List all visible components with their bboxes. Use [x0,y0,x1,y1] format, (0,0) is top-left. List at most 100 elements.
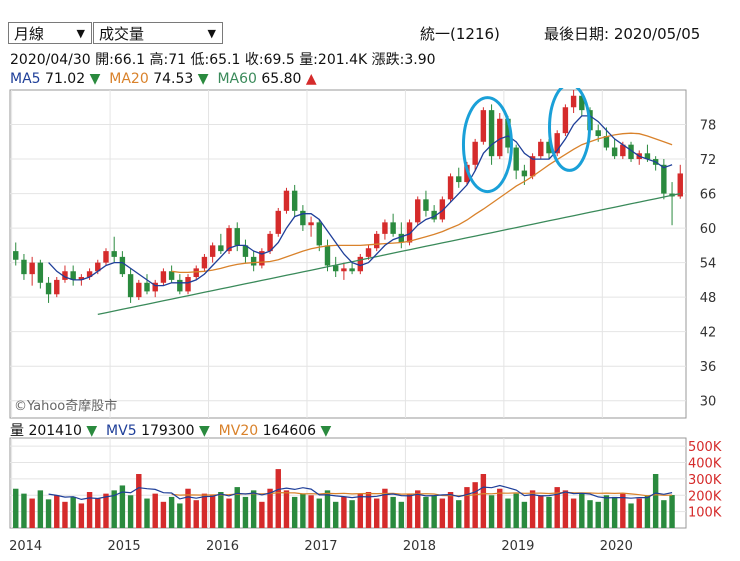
volume-bar [37,490,44,528]
volume-bar [250,490,257,528]
volume-bar [86,492,93,528]
volume-bar [579,493,585,528]
volume-bar [529,490,536,528]
volume-y-tick-label: 500K [688,440,722,455]
volume-value: 201.4K [317,52,368,68]
volume-bar [160,501,167,528]
volume-bar [513,493,519,528]
candle-body [447,176,454,200]
volume-bar [415,490,421,528]
change-label: 漲跌: [371,52,405,68]
candle-body [644,153,651,160]
candle-body [291,190,298,211]
volume-y-tick-label: 300K [688,473,722,488]
volume-bar [406,493,413,528]
candle-body [398,233,405,243]
last-date-label: 最後日期: [544,25,610,43]
low-label: 低: [190,52,210,68]
change-value: 3.90 [404,52,436,68]
mv20-value: 164606 [262,423,317,439]
ma5-down-arrow-icon: ▼ [89,71,101,87]
candle-body [201,256,208,269]
candle-body [259,251,265,266]
mv5-value: 179300 [141,423,195,439]
candle-body [152,282,158,292]
candle-body [316,222,322,246]
chevron-down-icon: ▼ [207,27,216,40]
open-value: 66.1 [113,52,146,68]
volume-bar [234,487,240,528]
mv5-down-arrow-icon: ▼ [198,423,210,439]
volume-bar [259,501,265,528]
volume-bar [201,493,208,528]
candle-body [177,279,183,292]
open-label: 開: [95,52,114,68]
volume-bar [144,498,150,528]
volume-bar [505,498,511,528]
indicator-select[interactable]: 成交量 ▼ [93,22,223,44]
volume-bar [119,485,126,528]
ma5-line [48,115,673,287]
candle-body [488,110,495,157]
candle-body [250,256,257,266]
watermark: ©Yahoo奇摩股市 [14,398,117,414]
high-value: 71 [168,52,187,68]
ma20-value: 74.53 [153,71,194,87]
price-y-tick-label: 42 [700,326,717,341]
candle-body [136,282,142,298]
candle-body [95,262,101,272]
candle-body [365,248,372,257]
candle-body [357,256,364,272]
candle-body [456,176,462,183]
price-plot-area [9,89,687,419]
volume-bar [111,490,117,528]
x-tick-label: 2019 [501,539,534,554]
candle-body [603,136,610,148]
volume-bar [283,490,290,528]
volume-bar [341,496,347,528]
highlight-ellipse [548,88,591,172]
last-date-block: 最後日期: 2020/05/05 [544,23,700,44]
volume-bar [95,498,101,528]
candle-body [628,144,634,160]
volume-bar [13,488,19,528]
ma20-down-arrow-icon: ▼ [197,71,209,87]
candle-body [562,107,569,134]
volume-bar [374,498,380,528]
volume-bar [562,490,569,528]
volume-bar [390,496,396,528]
price-y-tick-label: 72 [700,153,717,168]
price-y-tick-label: 30 [700,395,717,410]
candle-body [127,274,134,298]
chevron-down-icon: ▼ [76,27,85,40]
price-y-tick-label: 36 [700,360,717,375]
candle-body [415,199,421,223]
candle-body [218,245,224,252]
ma60-line [97,192,681,316]
period-select[interactable]: 月線 ▼ [8,22,92,44]
volume-bar [332,501,339,528]
candle-body [283,190,290,211]
candle-body [546,141,552,154]
mv20-label: MV20 [218,423,259,439]
candle-body [661,164,667,194]
candle-body [620,144,626,157]
last-date-value: 2020/05/05 [613,25,701,43]
volume-y-tick-label: 400K [688,457,722,472]
ma-legend: MA5 71.02 ▼ MA20 74.53 ▼ MA60 65.80 ▲ [10,71,317,87]
candle-body [160,271,167,283]
candle-body [242,245,249,257]
volume-bar [168,496,175,528]
volume-bar [644,495,651,528]
candle-body [119,256,126,275]
ma5-label: MA5 [10,71,41,87]
highlight-ellipse [461,96,513,194]
candle-body [103,251,109,263]
ma60-value: 65.80 [261,71,302,87]
candle-body [390,222,396,234]
price-y-tick-label: 78 [700,119,717,134]
price-y-tick-label: 54 [700,257,717,272]
candle-body [54,279,60,295]
